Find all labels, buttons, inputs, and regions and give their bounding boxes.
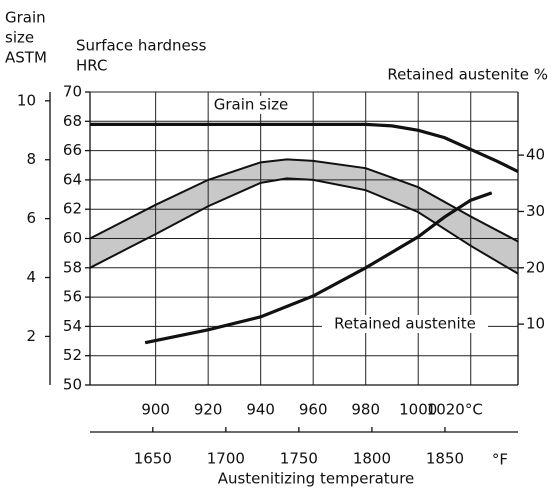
y2-tick-label: 10 <box>526 315 545 333</box>
y-tick-label: 68 <box>63 112 82 130</box>
y-tick-label: 58 <box>63 258 82 276</box>
y-tick-label: 60 <box>63 229 82 247</box>
band-edge <box>89 177 519 275</box>
f-tick-label: 1650 <box>134 450 172 468</box>
x-tick-label: 1020°C <box>427 401 483 419</box>
grain-tick-label: 8 <box>26 150 36 168</box>
y2-tick-label: 20 <box>526 258 545 276</box>
y-tick-label: 62 <box>63 200 82 218</box>
y-tick-label: 64 <box>63 170 82 188</box>
f-tick-label: 1750 <box>280 450 318 468</box>
grain-tick-label: 4 <box>26 268 36 286</box>
y2-tick-label: 30 <box>526 202 545 220</box>
x-tick-label: 980 <box>351 401 380 419</box>
y-tick-label: 66 <box>63 141 82 159</box>
y-tick-label: 52 <box>63 346 82 364</box>
y-tick-label: 50 <box>63 376 82 394</box>
series-label: Retained austenite <box>334 315 476 333</box>
series-line <box>90 122 519 173</box>
series-label: Grain size <box>214 96 289 114</box>
f-tick-label: 1700 <box>207 450 245 468</box>
fahrenheit-unit: °F <box>492 451 508 469</box>
x-tick-label: 920 <box>194 401 223 419</box>
hardness-band <box>90 159 518 274</box>
grain-tick-label: 2 <box>26 327 36 345</box>
grain-title: size <box>5 29 34 47</box>
y-tick-label: 56 <box>63 288 82 306</box>
f-tick-label: 1850 <box>426 450 464 468</box>
label-bg <box>322 315 488 333</box>
x-tick-label: 900 <box>141 401 170 419</box>
grain-tick-label: 10 <box>17 91 36 109</box>
f-tick-label: 1800 <box>353 450 391 468</box>
label-bg <box>212 96 290 114</box>
series-line <box>144 191 493 345</box>
grain-title: ASTM <box>5 49 47 67</box>
grain-title: Grain <box>5 9 46 27</box>
y-tick-label: 70 <box>63 83 82 101</box>
y2-tick-label: 40 <box>526 146 545 164</box>
y-tick-label: 54 <box>63 317 82 335</box>
x-tick-label: 960 <box>299 401 328 419</box>
y2-title: Retained austenite % <box>387 66 548 84</box>
grain-tick-label: 6 <box>26 209 36 227</box>
x-title: Austenitizing temperature <box>218 470 415 488</box>
hrc-title: HRC <box>76 57 107 75</box>
hrc-title: Surface hardness <box>76 37 207 55</box>
band-edge <box>89 158 519 243</box>
x-tick-label: 940 <box>246 401 275 419</box>
x-tick-label: 1000 <box>399 401 437 419</box>
